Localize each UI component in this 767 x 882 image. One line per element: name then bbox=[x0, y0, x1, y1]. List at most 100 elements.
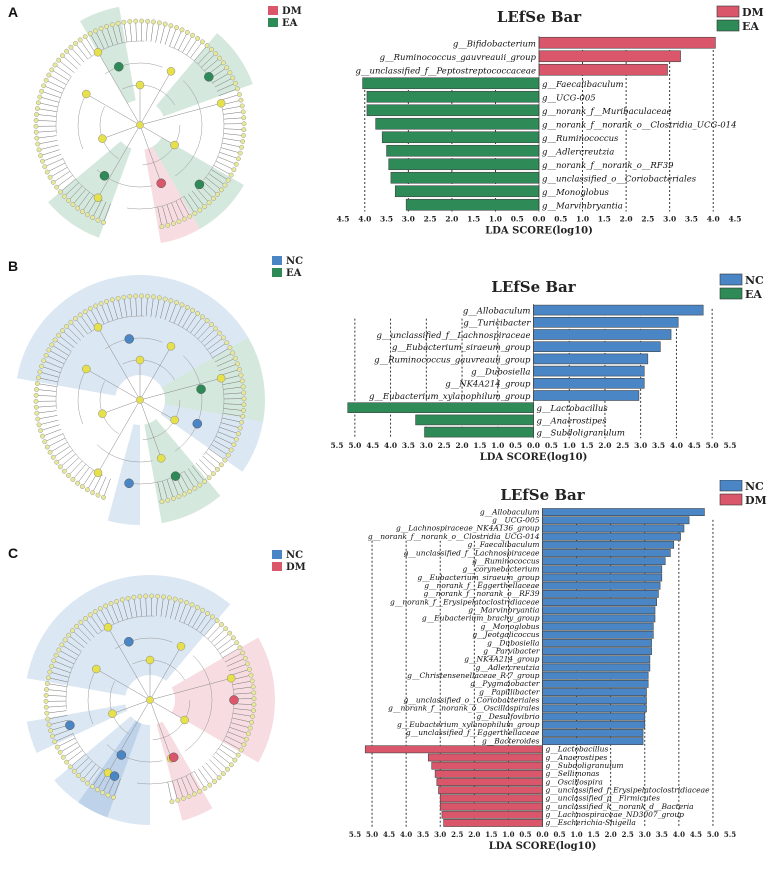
tree-leaf-node bbox=[34, 381, 40, 386]
tree-branch bbox=[207, 337, 224, 350]
tree-leaf-node bbox=[104, 24, 110, 29]
tree-branch bbox=[68, 460, 83, 476]
tree-internal-node bbox=[166, 342, 176, 351]
tick-label: 2.5 bbox=[424, 215, 437, 224]
bar-nc bbox=[533, 365, 645, 377]
tree-branch bbox=[97, 52, 141, 126]
bar-nc bbox=[542, 557, 666, 566]
tree-leaf-node bbox=[82, 309, 88, 315]
tree-branch bbox=[196, 613, 208, 631]
tree-branch bbox=[223, 133, 244, 136]
x-axis-label: LDA SCORE(log10) bbox=[480, 452, 588, 463]
tick-label: 2.5 bbox=[451, 830, 463, 839]
tree-leaf-node bbox=[190, 32, 195, 38]
tree-leaf-node bbox=[240, 109, 246, 115]
bar-label: g__Ruminococcus_gauvreauii_group bbox=[374, 355, 531, 365]
tree-internal-node bbox=[108, 709, 117, 718]
bar-label: g__norank_f__norank_o__Clostridia_UCG-01… bbox=[542, 121, 737, 131]
tree-leaf-node bbox=[195, 36, 201, 41]
bar-label: g__Desulfovibrio bbox=[476, 712, 540, 721]
tree-leaf-node bbox=[34, 135, 40, 141]
tick-label: 4.0 bbox=[673, 830, 685, 839]
tree-branch bbox=[194, 771, 206, 789]
tick-label: 3.5 bbox=[656, 830, 668, 839]
tree-leaf-node bbox=[245, 731, 251, 737]
tree-branch bbox=[212, 72, 231, 83]
tree-branch bbox=[215, 435, 235, 445]
bar-label: g__unclassified_f__Peptostreptococcaceae bbox=[356, 67, 536, 77]
tree-branch bbox=[40, 149, 60, 156]
bar-nc bbox=[542, 663, 651, 672]
tick-label: 3.0 bbox=[639, 830, 651, 839]
bar-dm bbox=[431, 761, 543, 770]
tree-leaf-node bbox=[240, 414, 246, 419]
tree-leaf-node bbox=[241, 402, 247, 408]
bar-dm bbox=[436, 778, 543, 786]
tree-leaf-node bbox=[47, 669, 53, 675]
tree-branch bbox=[92, 474, 102, 493]
tree-branch bbox=[43, 85, 63, 94]
tree-leaf-node bbox=[235, 361, 240, 367]
tree-branch bbox=[150, 296, 154, 317]
tree-leaf-node bbox=[250, 714, 256, 719]
tree-branch bbox=[86, 93, 141, 126]
tree-branch bbox=[47, 162, 66, 173]
tree-branch bbox=[117, 23, 123, 43]
tree-leaf-node bbox=[90, 490, 96, 495]
tree-leaf-node bbox=[37, 94, 43, 100]
tree-internal-node bbox=[98, 134, 107, 143]
tree-leaf-node bbox=[127, 19, 133, 24]
tree-branch bbox=[95, 305, 105, 325]
tree-branch bbox=[139, 124, 162, 184]
tick-label: 5.5 bbox=[723, 441, 736, 450]
tree-leaf-node bbox=[219, 622, 224, 627]
tree-branch bbox=[220, 147, 241, 154]
tree-branch bbox=[97, 201, 107, 221]
tree-leaf-node bbox=[242, 655, 248, 661]
tree-branch bbox=[231, 717, 252, 723]
tree-leaf-node bbox=[237, 92, 242, 97]
tree-branch bbox=[112, 299, 118, 320]
tree-branch bbox=[214, 352, 233, 363]
tree-leaf-node bbox=[162, 296, 168, 302]
tree-leaf-node bbox=[190, 307, 195, 313]
tree-branch bbox=[221, 417, 242, 423]
tree-leaf-node bbox=[225, 766, 230, 772]
tree-leaf-node bbox=[202, 204, 207, 209]
bar-label: g__Adlercreutzia bbox=[542, 148, 614, 158]
tree-root-node bbox=[136, 121, 144, 129]
tree-branch bbox=[47, 683, 68, 687]
bar-label: g__norank_f__Eggerthellaceae bbox=[424, 581, 540, 590]
bar-label: g__Faecalibaculum bbox=[467, 540, 539, 549]
tree-branch bbox=[45, 355, 65, 365]
tree-leaf-node bbox=[165, 497, 171, 503]
tree-internal-node bbox=[135, 80, 145, 90]
tree-branch bbox=[106, 301, 114, 321]
tree-branch bbox=[223, 392, 244, 395]
tree-branch bbox=[62, 330, 78, 345]
tree-branch bbox=[182, 310, 193, 328]
tick-label: 1.0 bbox=[489, 215, 502, 224]
tree-branch bbox=[107, 699, 151, 773]
tree-leaf-node bbox=[33, 123, 39, 129]
tree-leaf-node bbox=[41, 83, 47, 89]
tree-leaf-node bbox=[49, 663, 55, 669]
tree-leaf-node bbox=[68, 319, 74, 325]
tree-branch bbox=[222, 647, 241, 658]
tree-branch bbox=[155, 22, 160, 43]
tree-branch bbox=[205, 452, 222, 466]
tree-branch bbox=[223, 408, 244, 411]
tree-branch bbox=[169, 302, 177, 322]
tree-leaf-node bbox=[232, 355, 238, 361]
tree-branch bbox=[185, 775, 195, 795]
tree-branch bbox=[149, 699, 172, 759]
tree-branch bbox=[49, 442, 68, 453]
bar-label: g__norank_f__norank_o__RF39 bbox=[542, 161, 674, 171]
bar-label: g__unclassified_f__Lachnospiraceae bbox=[404, 548, 540, 557]
tree-branch bbox=[233, 686, 254, 690]
tree-branch bbox=[139, 124, 175, 146]
tree-branch bbox=[54, 339, 72, 352]
bar-label: g__Eubacterium_brachy_group bbox=[422, 614, 540, 623]
bar-dm bbox=[439, 794, 543, 803]
tree-leaf-node bbox=[151, 294, 156, 300]
